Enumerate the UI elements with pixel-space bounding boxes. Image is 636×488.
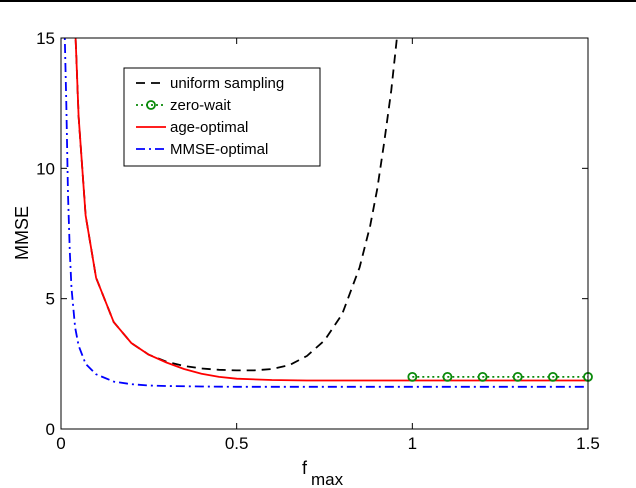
x-axis-title-subscript: max (311, 470, 344, 488)
x-tick-label: 1.5 (576, 434, 600, 453)
zero-wait-point (512, 371, 523, 382)
legend: uniform sampling zero-wait age-optimal MMSE… (123, 67, 321, 167)
y-axis-title: MMSE (12, 206, 32, 260)
legend-label: MMSE-optimal (170, 141, 268, 158)
legend-label: uniform sampling (170, 75, 284, 92)
y-tick-label: 10 (36, 159, 55, 178)
y-tick-label: 5 (46, 290, 55, 309)
x-tick-label: 1 (408, 434, 417, 453)
legend-marker (146, 100, 156, 110)
x-axis-title: f (302, 458, 308, 478)
series-layer (63, 38, 588, 388)
y-tick-label: 15 (36, 29, 55, 48)
zero-wait-point (407, 371, 418, 382)
legend-label: age-optimal (170, 119, 248, 136)
zero-wait-point (477, 371, 488, 382)
plot-frame (60, 37, 589, 430)
top-rule (0, 0, 636, 2)
ticks-layer: 0 0.5 1 1.5 0 5 10 15 (36, 29, 600, 453)
series-line-age-optimal (74, 38, 588, 382)
series-line-mmse-optimal (63, 38, 588, 388)
x-tick-label: 0.5 (225, 434, 249, 453)
zero-wait-point (547, 371, 558, 382)
x-tick-label: 0 (56, 434, 65, 453)
y-tick-label: 0 (46, 420, 55, 439)
legend-entries: uniform sampling zero-wait age-optimal MMSE… (136, 75, 284, 158)
zero-wait-point (442, 371, 453, 382)
legend-label: zero-wait (170, 97, 232, 114)
